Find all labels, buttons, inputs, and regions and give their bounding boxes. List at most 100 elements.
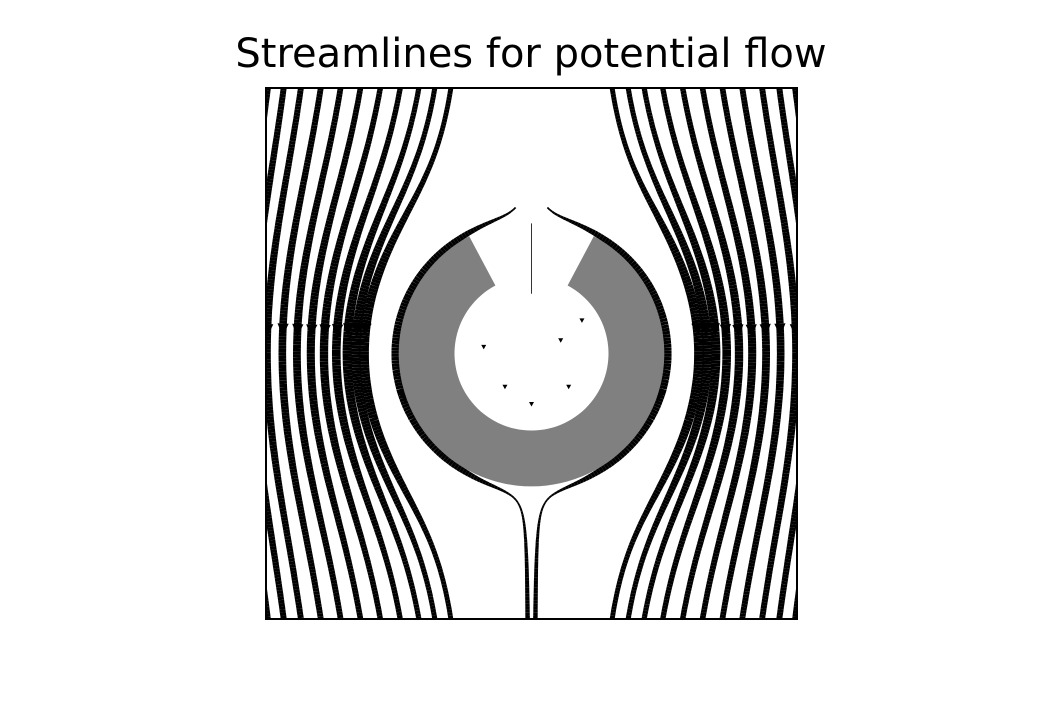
streamline-segment bbox=[330, 121, 338, 126]
streamline-segment bbox=[748, 140, 756, 145]
streamline-segment bbox=[615, 118, 622, 123]
streamline-segment bbox=[430, 93, 437, 98]
streamline-segment bbox=[791, 514, 797, 519]
streamline-segment bbox=[663, 533, 670, 539]
streamline-segment bbox=[680, 244, 689, 251]
streamline-segment bbox=[782, 134, 790, 139]
streamline-segment bbox=[412, 600, 419, 605]
streamline-segment bbox=[424, 121, 431, 126]
streamline-segment bbox=[432, 253, 441, 262]
streamline-segment bbox=[303, 631, 304, 634]
streamline-segment bbox=[346, 397, 356, 403]
streamline-segment bbox=[697, 164, 705, 169]
streamline-segment bbox=[690, 392, 700, 397]
streamline-segment bbox=[362, 455, 371, 461]
streamline-segment bbox=[713, 276, 723, 282]
streamline-segment bbox=[281, 184, 289, 189]
streamline-segment bbox=[354, 602, 361, 607]
streamline-segment bbox=[690, 388, 701, 394]
streamline-segment bbox=[686, 228, 694, 235]
streamline-segment bbox=[280, 187, 288, 193]
streamline-segment bbox=[689, 133, 697, 139]
streamline-segment bbox=[362, 316, 372, 321]
streamline-segment bbox=[369, 228, 377, 235]
streamline-segment bbox=[766, 570, 773, 575]
streamline-segment bbox=[368, 470, 376, 476]
streamline-segment bbox=[312, 498, 320, 504]
streamline-segment bbox=[612, 102, 618, 107]
streamline-segment bbox=[319, 529, 327, 535]
streamline-segment bbox=[327, 214, 335, 219]
streamline-segment bbox=[785, 552, 793, 557]
streamline-segment bbox=[270, 447, 278, 452]
streamline-3 bbox=[266, 88, 304, 634]
streamline-segment bbox=[778, 628, 779, 631]
streamline-segment bbox=[755, 433, 764, 438]
streamline-segment bbox=[352, 236, 361, 242]
streamline-segment bbox=[339, 533, 346, 539]
streamline-segment bbox=[716, 231, 725, 237]
streamline-segment bbox=[342, 546, 349, 551]
streamline-segment bbox=[380, 445, 390, 453]
streamline-segment bbox=[466, 229, 473, 236]
streamline-segment bbox=[395, 384, 408, 390]
streamline-segment bbox=[677, 543, 685, 549]
streamline-segment bbox=[675, 470, 683, 476]
streamline-segment bbox=[316, 609, 323, 614]
streamline-segment bbox=[674, 199, 682, 205]
streamline-segment bbox=[693, 494, 701, 500]
streamline-segment bbox=[644, 600, 651, 605]
streamline-segment bbox=[637, 139, 644, 145]
streamline-segment bbox=[678, 434, 688, 441]
streamline-segment bbox=[346, 140, 353, 145]
streamline-segment bbox=[767, 143, 775, 148]
streamline-segment bbox=[635, 130, 641, 135]
streamline-segment bbox=[695, 212, 703, 218]
streamline-segment bbox=[272, 140, 280, 145]
streamline-segment bbox=[781, 580, 788, 585]
streamline-segment bbox=[314, 102, 322, 107]
streamline-segment bbox=[408, 284, 420, 292]
streamline-segment bbox=[664, 172, 672, 178]
streamline-segment bbox=[767, 243, 775, 249]
streamline-segment bbox=[661, 539, 668, 545]
streamline-segment bbox=[320, 462, 329, 468]
streamline-segment bbox=[425, 166, 432, 172]
streamline-segment bbox=[751, 455, 760, 460]
streamline-segment bbox=[737, 254, 746, 260]
streamline-segment bbox=[721, 624, 722, 627]
streamline-segment bbox=[315, 603, 322, 608]
streamline-segment bbox=[340, 279, 349, 285]
streamline-segment bbox=[362, 494, 370, 500]
streamline-segment bbox=[428, 102, 435, 107]
streamline-segment bbox=[393, 105, 400, 111]
streamline-segment bbox=[744, 581, 752, 586]
streamline-segment bbox=[736, 174, 744, 179]
streamline-segment bbox=[706, 194, 714, 200]
streamline-segment bbox=[703, 109, 711, 114]
streamline-segment bbox=[442, 245, 450, 253]
streamline-segment bbox=[257, 164, 258, 167]
streamline-segment bbox=[648, 118, 654, 123]
streamline-segment bbox=[676, 467, 685, 473]
streamline-segment bbox=[423, 124, 430, 129]
streamline-segment bbox=[363, 306, 374, 312]
streamline-segment bbox=[681, 275, 691, 282]
streamline-segment bbox=[299, 518, 307, 524]
streamline-segment bbox=[446, 93, 453, 98]
streamline-segment bbox=[737, 251, 745, 256]
streamline-segment bbox=[745, 124, 753, 130]
streamline-segment bbox=[647, 115, 654, 120]
streamline-segment bbox=[373, 528, 381, 533]
streamline-segment bbox=[445, 243, 453, 251]
streamline-segment bbox=[362, 206, 370, 212]
streamline-segment bbox=[688, 434, 698, 441]
streamline-segment bbox=[707, 397, 717, 403]
streamline-segment bbox=[786, 156, 794, 161]
streamline-segment bbox=[695, 410, 705, 416]
streamline-segment bbox=[598, 466, 605, 474]
streamline-arrow bbox=[691, 322, 703, 336]
streamline-segment bbox=[447, 612, 453, 617]
streamline-segment bbox=[399, 189, 407, 196]
streamline-segment bbox=[443, 109, 450, 114]
